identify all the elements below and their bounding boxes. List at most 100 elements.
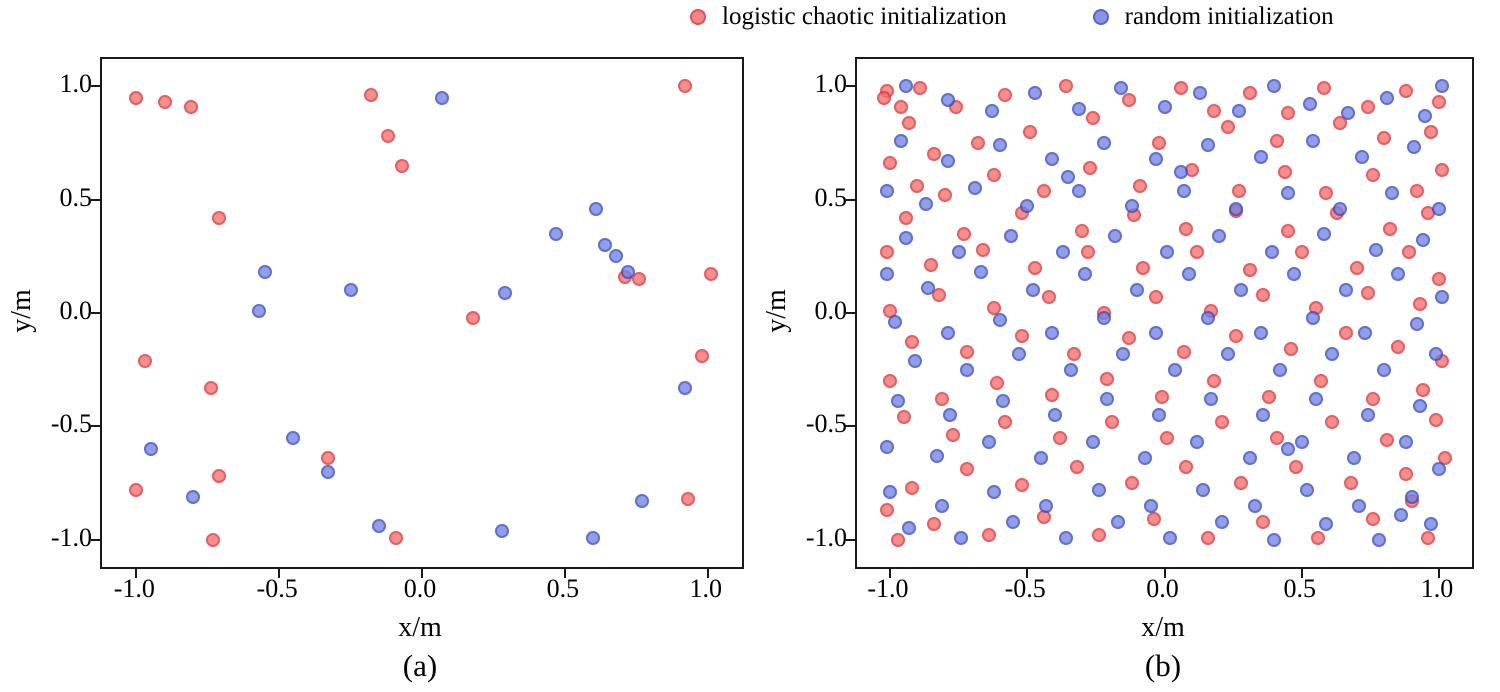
x-tick-label: 0.5 bbox=[546, 574, 580, 603]
scatter-point-random bbox=[1418, 108, 1433, 123]
scatter-point-chaotic bbox=[1261, 389, 1276, 404]
scatter-point-random bbox=[1162, 530, 1177, 545]
x-tick-label: 0.5 bbox=[1283, 574, 1317, 603]
scatter-point-random bbox=[880, 439, 895, 454]
scatter-point-random bbox=[1434, 79, 1449, 94]
scatter-point-chaotic bbox=[320, 451, 335, 466]
x-tick-mark bbox=[563, 569, 566, 578]
legend-marker-random-icon bbox=[1092, 9, 1109, 25]
scatter-point-random bbox=[1116, 346, 1131, 361]
scatter-point-chaotic bbox=[677, 79, 692, 94]
y-tick-mark bbox=[91, 198, 100, 201]
scatter-point-chaotic bbox=[891, 532, 906, 547]
scatter-point-random bbox=[1173, 165, 1188, 180]
scatter-point-random bbox=[597, 237, 612, 252]
y-tick-mark bbox=[846, 425, 855, 428]
y-tick-labels-b: 1.0 0.5 0.0 -0.5 -1.0 bbox=[793, 57, 847, 565]
scatter-point-chaotic bbox=[1206, 104, 1221, 119]
y-tick-label: -0.5 bbox=[50, 409, 92, 439]
scatter-point-chaotic bbox=[206, 532, 221, 547]
scatter-point-chaotic bbox=[1014, 478, 1029, 493]
scatter-point-random bbox=[1028, 86, 1043, 101]
scatter-point-chaotic bbox=[957, 226, 972, 241]
scatter-point-chaotic bbox=[1146, 512, 1161, 527]
scatter-point-random bbox=[1108, 228, 1123, 243]
scatter-point-chaotic bbox=[389, 530, 404, 545]
scatter-point-random bbox=[1432, 462, 1447, 477]
y-tick-label: -1.0 bbox=[805, 522, 847, 552]
scatter-point-random bbox=[589, 201, 604, 216]
scatter-point-chaotic bbox=[1366, 392, 1381, 407]
scatter-point-chaotic bbox=[899, 210, 914, 225]
x-tick-mark bbox=[888, 569, 891, 578]
scatter-point-random bbox=[1377, 362, 1392, 377]
scatter-point-random bbox=[891, 394, 906, 409]
scatter-point-random bbox=[1286, 267, 1301, 282]
scatter-point-random bbox=[984, 104, 999, 119]
scatter-point-random bbox=[1124, 199, 1139, 214]
scatter-point-random bbox=[1006, 514, 1021, 529]
scatter-point-random bbox=[549, 226, 564, 241]
scatter-point-chaotic bbox=[1135, 260, 1150, 275]
scatter-point-random bbox=[1412, 398, 1427, 413]
scatter-point-chaotic bbox=[1075, 224, 1090, 239]
scatter-point-chaotic bbox=[959, 344, 974, 359]
scatter-point-chaotic bbox=[946, 428, 961, 443]
scatter-point-chaotic bbox=[1278, 165, 1293, 180]
scatter-point-random bbox=[1168, 362, 1183, 377]
scatter-point-chaotic bbox=[1415, 383, 1430, 398]
scatter-point-chaotic bbox=[1121, 92, 1136, 107]
scatter-point-chaotic bbox=[998, 414, 1013, 429]
scatter-point-chaotic bbox=[935, 392, 950, 407]
scatter-point-random bbox=[921, 281, 936, 296]
scatter-point-random bbox=[1231, 104, 1246, 119]
scatter-point-random bbox=[1011, 346, 1026, 361]
scatter-point-random bbox=[1044, 151, 1059, 166]
scatter-point-random bbox=[1410, 317, 1425, 332]
scatter-point-random bbox=[1267, 79, 1282, 94]
x-tick-label: 1.0 bbox=[1420, 574, 1454, 603]
scatter-point-random bbox=[1077, 267, 1092, 282]
scatter-point-chaotic bbox=[1421, 530, 1436, 545]
scatter-point-chaotic bbox=[1152, 135, 1166, 150]
scatter-point-chaotic bbox=[981, 528, 996, 543]
scatter-point-random bbox=[343, 283, 358, 298]
scatter-point-chaotic bbox=[1366, 167, 1381, 182]
scatter-point-chaotic bbox=[1423, 124, 1438, 139]
scatter-point-random bbox=[1390, 267, 1405, 282]
scatter-point-chaotic bbox=[904, 480, 919, 495]
scatter-point-random bbox=[1272, 362, 1287, 377]
x-tick-label: 1.0 bbox=[689, 574, 722, 603]
scatter-point-chaotic bbox=[203, 380, 218, 395]
scatter-point-chaotic bbox=[1058, 79, 1073, 94]
scatter-point-random bbox=[1195, 482, 1210, 497]
scatter-point-chaotic bbox=[1080, 244, 1095, 259]
y-tick-mark bbox=[91, 312, 100, 314]
scatter-point-random bbox=[1061, 169, 1076, 184]
scatter-point-chaotic bbox=[1154, 389, 1169, 404]
scatter-point-random bbox=[882, 485, 897, 500]
x-tick-mark bbox=[135, 569, 138, 578]
scatter-point-chaotic bbox=[1228, 328, 1243, 343]
scatter-point-random bbox=[1352, 498, 1367, 513]
scatter-point-chaotic bbox=[1028, 260, 1043, 275]
y-tick-mark bbox=[846, 198, 855, 201]
scatter-point-random bbox=[918, 197, 933, 212]
scatter-point-chaotic bbox=[1432, 95, 1447, 110]
scatter-point-random bbox=[620, 265, 635, 280]
scatter-point-chaotic bbox=[1281, 106, 1296, 121]
subplot-label-a: (a) bbox=[402, 648, 438, 683]
scatter-point-random bbox=[940, 326, 955, 341]
y-tick-labels-a: 1.0 0.5 0.0 -0.5 -1.0 bbox=[38, 57, 92, 565]
scatter-point-chaotic bbox=[998, 88, 1013, 103]
scatter-point-random bbox=[888, 315, 903, 330]
scatter-point-random bbox=[1248, 498, 1263, 513]
y-tick-mark bbox=[846, 312, 855, 314]
scatter-point-random bbox=[1064, 362, 1079, 377]
scatter-point-random bbox=[1253, 149, 1268, 164]
scatter-point-random bbox=[1193, 86, 1208, 101]
scatter-point-chaotic bbox=[1083, 160, 1098, 175]
scatter-point-random bbox=[1316, 226, 1331, 241]
scatter-point-random bbox=[1033, 451, 1048, 466]
